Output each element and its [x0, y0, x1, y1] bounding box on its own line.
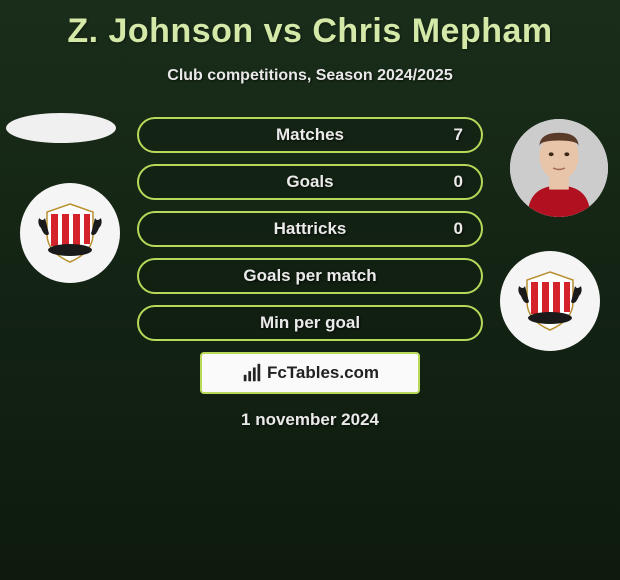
date-text: 1 november 2024: [0, 410, 620, 430]
stat-row: Hattricks 0: [137, 211, 483, 247]
player-left-placeholder: [6, 113, 116, 143]
chart-icon: [241, 362, 263, 384]
subtitle: Club competitions, Season 2024/2025: [0, 67, 620, 85]
brand-badge: FcTables.com: [200, 352, 420, 394]
stat-label: Goals: [286, 172, 333, 192]
stat-row: Goals 0: [137, 164, 483, 200]
stat-row: Min per goal: [137, 305, 483, 341]
club-crest-left: [20, 183, 120, 283]
club-crest-right: [500, 251, 600, 351]
stat-label: Min per goal: [260, 313, 360, 333]
brand-text: FcTables.com: [267, 363, 379, 383]
stat-row: Goals per match: [137, 258, 483, 294]
stat-label: Matches: [276, 125, 344, 145]
player-right-photo: [510, 119, 608, 217]
stat-value: 7: [454, 125, 463, 145]
stat-row: Matches 7: [137, 117, 483, 153]
stats-list: Matches 7 Goals 0 Hattricks 0 Goals per …: [137, 113, 483, 341]
comparison-area: Matches 7 Goals 0 Hattricks 0 Goals per …: [0, 113, 620, 430]
stat-value: 0: [454, 219, 463, 239]
stat-value: 0: [454, 172, 463, 192]
stat-label: Goals per match: [243, 266, 376, 286]
stat-label: Hattricks: [274, 219, 347, 239]
page-title: Z. Johnson vs Chris Mepham: [0, 0, 620, 51]
